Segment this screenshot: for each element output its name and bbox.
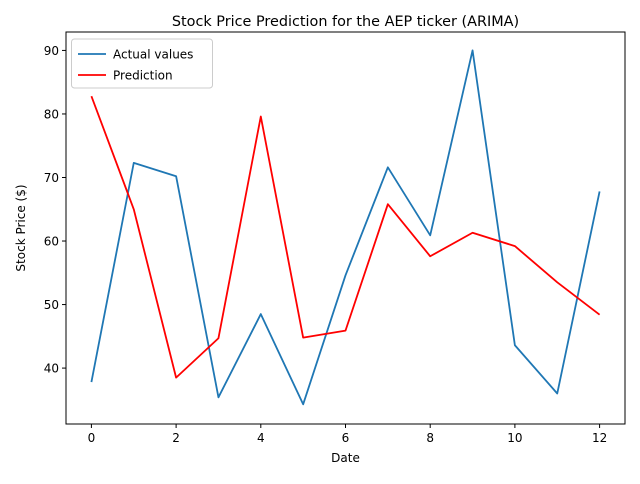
plot-area [66,32,625,424]
x-tick-label: 2 [172,431,180,445]
y-tick-label: 70 [44,171,59,185]
chart-title: Stock Price Prediction for the AEP ticke… [172,14,519,30]
x-tick-label: 4 [257,431,265,445]
x-tick-label: 0 [88,431,96,445]
series-layer [90,49,601,406]
legend-label-prediction: Prediction [113,69,173,83]
x-tick-label: 8 [426,431,434,445]
y-tick-label: 40 [44,362,59,376]
series-line-prediction [90,95,601,379]
x-axis-label: Date [331,451,360,465]
plot-frame [65,31,626,425]
x-axis: 0 2 4 6 8 10 12 [88,424,607,445]
legend-frame [71,38,213,89]
series-line-actual-values [90,49,601,406]
legend: Actual values Prediction [71,38,213,89]
x-tick-label: 10 [507,431,522,445]
y-tick-label: 50 [44,298,59,312]
y-axis: 40 50 60 70 80 90 [44,44,66,376]
x-tick-label: 12 [592,431,607,445]
y-tick-label: 60 [44,235,59,249]
y-tick-label: 80 [44,107,59,121]
y-tick-label: 90 [44,44,59,58]
y-axis-label: Stock Price ($) [14,184,28,271]
x-tick-label: 6 [342,431,350,445]
legend-label-actual: Actual values [113,48,193,62]
